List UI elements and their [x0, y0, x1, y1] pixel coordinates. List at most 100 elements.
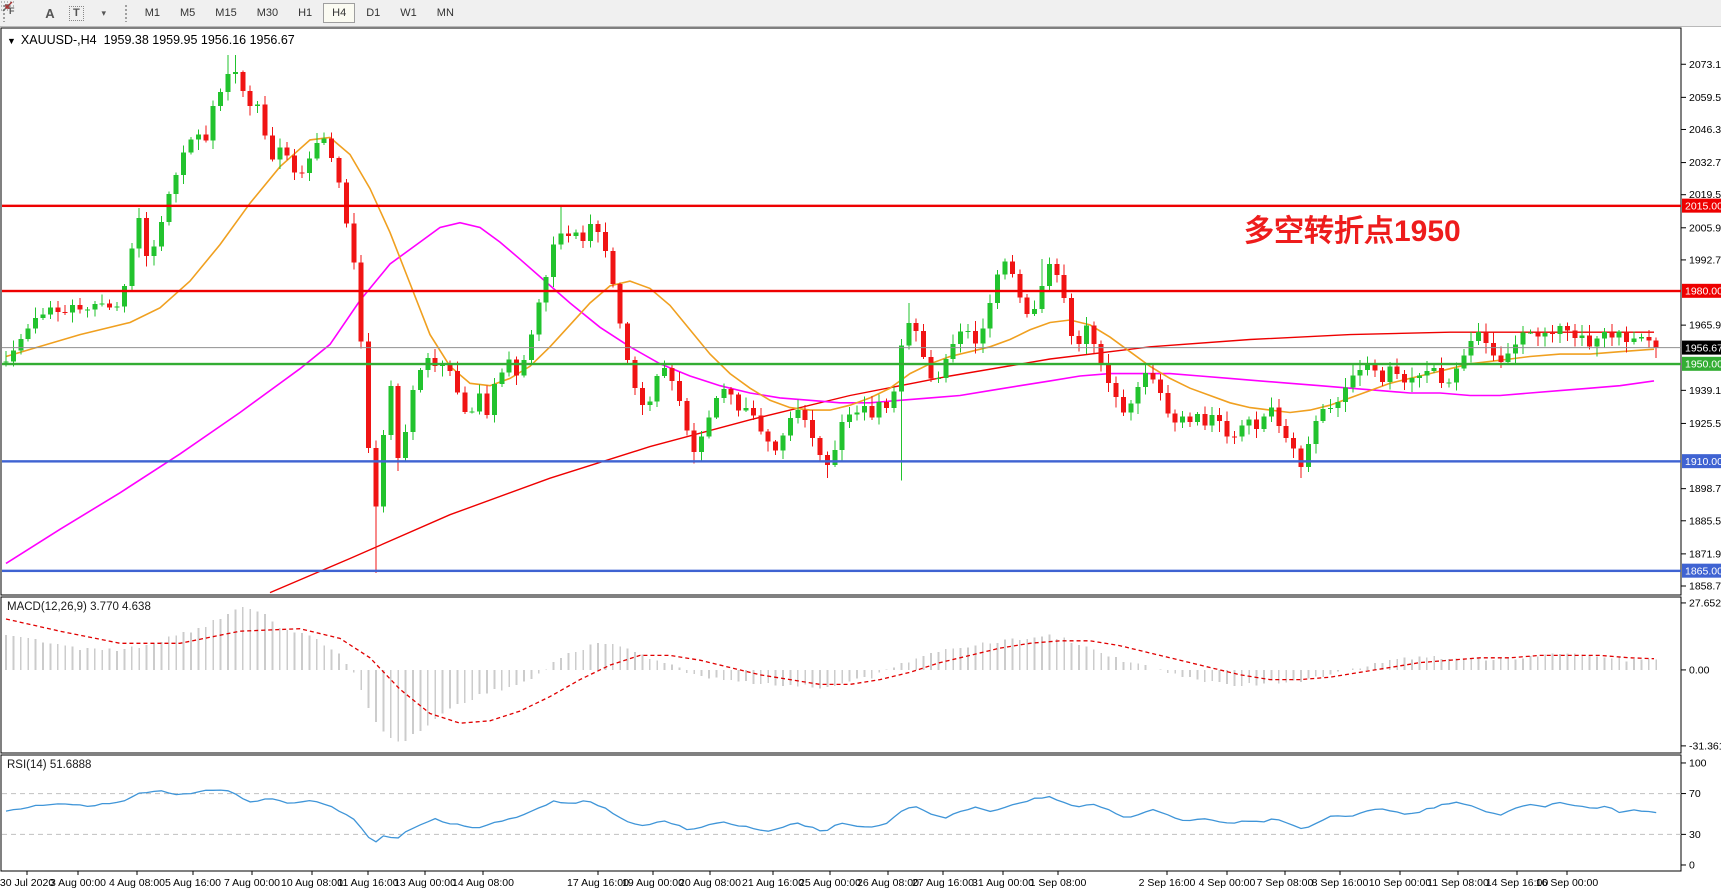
candle-body [417, 370, 423, 391]
candle-body [1313, 420, 1319, 445]
date-axis-label: 17 Aug 16:00 [567, 877, 629, 889]
candle-body [1498, 355, 1504, 362]
candle-body [869, 405, 875, 418]
hline-1865.00[interactable] [2, 569, 1681, 573]
date-axis-label: 5 Aug 16:00 [165, 877, 221, 889]
date-axis-label: 20 Aug 08:00 [679, 877, 741, 889]
current-price-label-bg [1682, 340, 1721, 355]
candle-body [432, 357, 438, 366]
candle-body [1106, 363, 1112, 383]
candle-body [99, 303, 105, 305]
candle-body [1572, 330, 1578, 339]
candle-body [299, 172, 305, 174]
candle-body [255, 104, 261, 107]
candle-body [1283, 426, 1289, 438]
candle-body [758, 415, 764, 432]
candle-body [706, 417, 712, 437]
timeframe-button-m1[interactable]: M1 [136, 3, 169, 23]
candle-body [787, 417, 793, 436]
candle-body [625, 323, 631, 360]
timeframe-button-h4[interactable]: H4 [323, 3, 356, 23]
symbol-dropdown-icon[interactable]: ▼ [7, 36, 16, 46]
hline-2015.00[interactable] [2, 204, 1681, 208]
candle-body [1320, 409, 1326, 421]
candle-body [824, 455, 830, 466]
candle-body [1113, 382, 1119, 398]
current-price-label: 1956.67 [1685, 342, 1721, 354]
candle-body [218, 92, 224, 106]
candle-body [1135, 386, 1141, 404]
chart-annotation-text[interactable]: 多空转折点1950 [1244, 215, 1461, 248]
candle-body [314, 142, 320, 159]
svg-text:F: F [9, 6, 15, 15]
candle-body [1239, 425, 1245, 437]
price-axis-tick-label: 2032.70 [1689, 157, 1721, 169]
hline-1950.00[interactable] [2, 362, 1681, 366]
macd-pane[interactable] [0, 596, 1682, 754]
candle-body [1091, 325, 1097, 344]
timeframe-button-m15[interactable]: M15 [206, 3, 245, 23]
candle-body [514, 359, 520, 376]
candle-body [1328, 408, 1334, 410]
candle-body [1194, 414, 1200, 423]
text-tool-button[interactable]: A [38, 2, 62, 24]
candle-body [158, 222, 164, 247]
candle-body [980, 328, 986, 344]
candle-body [33, 317, 39, 329]
macd-axis-tick-label: 0.00 [1689, 664, 1710, 676]
candle-body [521, 360, 527, 376]
rsi-pane[interactable] [0, 754, 1682, 872]
candle-body [1268, 407, 1274, 417]
candle-body [832, 449, 838, 466]
main-price-pane[interactable] [0, 27, 1682, 596]
candle-body [269, 135, 275, 160]
hline-1910.00[interactable] [2, 460, 1681, 463]
candle-body [891, 391, 897, 409]
candle-body [1468, 340, 1474, 356]
horizontal-levels-layer[interactable] [2, 204, 1681, 573]
timeframe-button-m30[interactable]: M30 [248, 3, 287, 23]
candle-body [10, 350, 16, 362]
candle-body [306, 158, 312, 174]
candle-body [1224, 421, 1230, 437]
candle-body [1416, 375, 1422, 379]
candle-body [595, 224, 601, 232]
timeframe-button-d1[interactable]: D1 [357, 3, 389, 23]
toolbar: F A T ▾ M1 M5 M15 M30 H1 H4 D1 W1 MN [0, 0, 1721, 27]
candle-body [366, 341, 372, 448]
arrows-tool-icon [2, 1, 13, 12]
timeframe-button-m5[interactable]: M5 [171, 3, 204, 23]
hline-1980.00[interactable] [2, 289, 1681, 293]
candle-body [1587, 335, 1593, 347]
candle-body [943, 358, 949, 379]
candle-body [395, 386, 401, 458]
candle-body [765, 431, 771, 442]
timeframe-button-h1[interactable]: H1 [289, 3, 321, 23]
candle-body [1002, 261, 1008, 275]
candle-body [573, 232, 579, 236]
date-axis-label: 21 Aug 16:00 [742, 877, 804, 889]
date-axis-label: 25 Aug 00:00 [799, 877, 861, 889]
candle-body [972, 330, 978, 344]
candle-body [602, 231, 608, 251]
price-axis[interactable]: 2073.10 2059.50 2046.30 2032.70 2019.50 2005.… [1681, 59, 1721, 872]
price-axis-tick-label: 1992.70 [1689, 254, 1721, 266]
arrows-tool-button[interactable]: ▾ [2, 1, 115, 24]
arrows-dropdown-caret: ▾ [101, 7, 106, 18]
candle-body [536, 302, 542, 335]
timeframe-button-w1[interactable]: W1 [391, 3, 426, 23]
timeframe-toolbar-grip[interactable] [123, 4, 129, 22]
candle-body [469, 411, 475, 413]
candle-body [410, 390, 416, 432]
price-axis-tick-label: 2046.30 [1689, 124, 1721, 136]
candle-body [1535, 332, 1541, 337]
candle-body [477, 393, 483, 412]
timeframe-button-mn[interactable]: MN [428, 3, 463, 23]
candle-body [3, 361, 9, 363]
candle-body [25, 328, 31, 339]
text-label-tool-button[interactable]: T [64, 2, 89, 24]
toolbar-grip[interactable] [2, 4, 7, 22]
